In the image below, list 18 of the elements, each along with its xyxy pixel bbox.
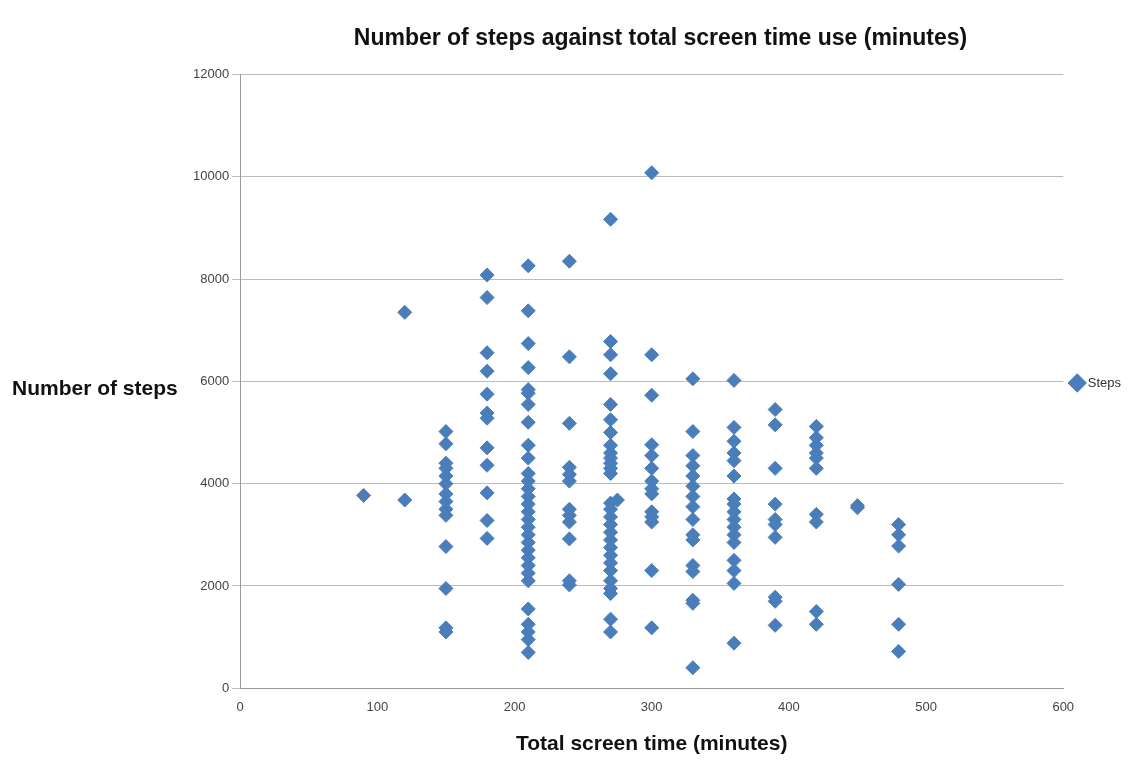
x-axis-title: Total screen time (minutes) (515, 731, 788, 755)
legend-label: Steps (1087, 374, 1122, 390)
x-tick-label: 500 (915, 698, 937, 714)
y-tick-label: 8000 (200, 270, 230, 286)
y-tick-label: 6000 (200, 372, 230, 388)
x-tick-label: 200 (503, 698, 526, 714)
x-tick-label: 300 (640, 698, 663, 714)
y-tick-label: 2000 (200, 577, 230, 593)
y-tick-label: 4000 (200, 475, 230, 491)
y-axis-title: Number of steps (12, 376, 178, 400)
x-tick-label: 400 (778, 698, 800, 714)
chart-title: Number of steps against total screen time use (minutes) (353, 24, 968, 51)
x-tick-label: 100 (366, 698, 389, 714)
y-tick-label: 12000 (192, 66, 230, 82)
y-tick-label: 0 (221, 679, 230, 695)
x-tick-label: 0 (236, 698, 244, 714)
x-tick-label: 600 (1052, 698, 1075, 714)
y-tick-label: 10000 (192, 168, 230, 184)
